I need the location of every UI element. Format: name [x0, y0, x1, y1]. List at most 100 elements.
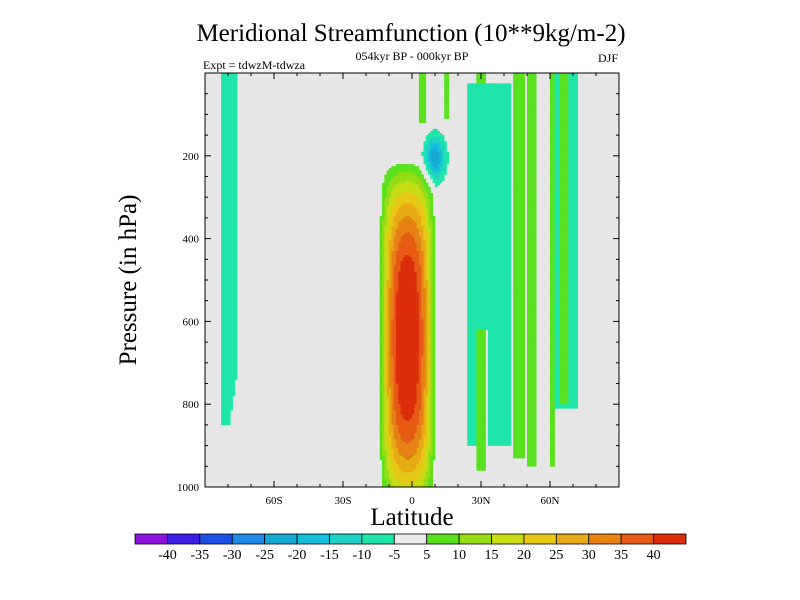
heatmap-cell: [223, 159, 226, 163]
heatmap-cell: [393, 226, 397, 229]
heatmap-cell: [421, 79, 424, 82]
heatmap-cell: [515, 172, 519, 175]
heatmap-cell: [393, 222, 397, 225]
heatmap-cell: [566, 118, 569, 121]
heatmap-cell: [467, 172, 470, 175]
heatmap-cell: [563, 85, 567, 88]
heatmap-cell: [225, 174, 229, 177]
heatmap-cell: [575, 106, 578, 109]
heatmap-cell: [494, 106, 498, 109]
heatmap-cell: [467, 112, 470, 115]
heatmap-cell: [421, 89, 424, 92]
heatmap-cell: [223, 240, 226, 244]
heatmap-cell: [483, 159, 486, 163]
heatmap-cell: [573, 95, 576, 99]
heatmap-cell: [223, 91, 226, 94]
heatmap-cell: [490, 151, 493, 155]
heatmap-cell: [478, 95, 482, 99]
heatmap-cell: [550, 149, 553, 152]
heatmap-cell: [485, 101, 489, 105]
heatmap-cell: [575, 108, 578, 111]
heatmap-cell: [234, 222, 238, 225]
heatmap-cell: [504, 155, 507, 159]
heatmap-cell: [393, 215, 397, 219]
heatmap-cell: [423, 240, 427, 244]
heatmap-cell: [573, 190, 576, 194]
heatmap-cell: [384, 238, 387, 241]
heatmap-cell: [497, 97, 500, 101]
heatmap-cell: [414, 240, 417, 244]
heatmap-cell: [223, 95, 226, 99]
heatmap-cell: [570, 222, 574, 225]
heatmap-cell: [423, 110, 427, 113]
heatmap-cell: [568, 110, 571, 113]
heatmap-cell: [504, 236, 507, 239]
heatmap-cell: [499, 104, 502, 107]
heatmap-cell: [550, 209, 553, 212]
heatmap-cell: [423, 238, 427, 241]
heatmap-cell: [471, 168, 475, 171]
heatmap-cell: [570, 106, 574, 109]
heatmap-cell: [556, 213, 560, 217]
heatmap-cell: [395, 172, 399, 175]
heatmap-cell: [232, 184, 236, 188]
heatmap-cell: [501, 153, 505, 157]
heatmap-cell: [418, 97, 422, 101]
heatmap-cell: [474, 99, 477, 103]
heatmap-cell: [232, 240, 236, 244]
heatmap-cell: [418, 178, 422, 181]
heatmap-cell: [568, 162, 571, 165]
heatmap-cell: [223, 170, 226, 173]
heatmap-cell: [232, 79, 236, 82]
heatmap-cell: [513, 79, 516, 82]
heatmap-cell: [506, 87, 509, 90]
heatmap-cell: [432, 180, 436, 184]
heatmap-cell: [508, 85, 512, 88]
heatmap-cell: [504, 162, 507, 165]
heatmap-cell: [409, 188, 413, 192]
heatmap-cell: [531, 166, 535, 169]
heatmap-cell: [223, 182, 226, 186]
heatmap-cell: [478, 242, 482, 246]
heatmap-cell: [568, 178, 571, 181]
heatmap-cell: [566, 139, 569, 142]
heatmap-cell: [522, 205, 525, 208]
heatmap-cell: [575, 118, 578, 121]
heatmap-cell: [492, 151, 496, 155]
heatmap-cell: [570, 112, 574, 115]
heatmap-cell: [405, 240, 408, 244]
heatmap-cell: [515, 205, 519, 208]
heatmap-cell: [471, 114, 475, 117]
heatmap-cell: [552, 209, 555, 212]
heatmap-cell: [225, 222, 229, 225]
heatmap-cell: [522, 178, 525, 181]
heatmap-cell: [483, 238, 486, 241]
heatmap-cell: [497, 238, 500, 241]
heatmap-cell: [527, 89, 530, 92]
heatmap-cell: [517, 166, 521, 169]
heatmap-cell: [522, 230, 525, 233]
heatmap-cell: [494, 205, 498, 208]
heatmap-cell: [405, 224, 408, 227]
heatmap-cell: [478, 116, 482, 119]
heatmap-cell: [221, 236, 224, 239]
heatmap-cell: [232, 151, 236, 155]
heatmap-cell: [515, 155, 519, 159]
heatmap-cell: [232, 242, 236, 246]
heatmap-cell: [418, 77, 422, 80]
heatmap-cell: [389, 170, 392, 173]
heatmap-cell: [483, 213, 486, 217]
heatmap-cell: [230, 120, 233, 123]
heatmap-cell: [506, 164, 509, 167]
heatmap-cell: [416, 209, 420, 212]
heatmap-cell: [228, 155, 231, 159]
heatmap-cell: [531, 97, 535, 101]
heatmap-cell: [232, 106, 236, 109]
heatmap-cell: [389, 172, 392, 175]
heatmap-cell: [497, 184, 500, 188]
heatmap-cell: [402, 186, 406, 190]
heatmap-cell: [492, 174, 496, 177]
heatmap-cell: [232, 180, 236, 184]
heatmap-cell: [559, 116, 562, 119]
heatmap-cell: [230, 153, 233, 157]
